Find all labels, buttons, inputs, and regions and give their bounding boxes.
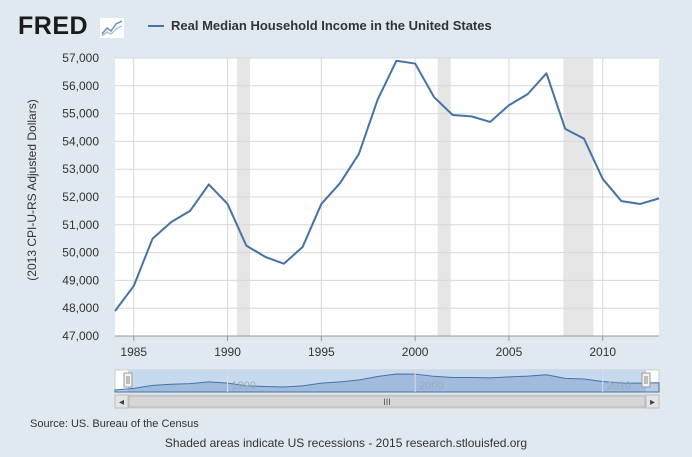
data-point[interactable] [488,119,493,124]
y-tick-label: 47,000 [62,329,99,343]
data-point[interactable] [413,61,418,66]
data-point[interactable] [600,176,605,181]
legend-line-swatch [148,24,164,27]
data-point[interactable] [300,245,305,250]
y-tick-label: 53,000 [62,162,99,176]
data-point[interactable] [563,126,568,131]
navigator-tick-label: 2010 [607,380,631,392]
data-point[interactable] [263,254,268,259]
data-point[interactable] [206,182,211,187]
data-point[interactable] [506,103,511,108]
navigator-right-handle[interactable] [641,372,651,388]
data-point[interactable] [338,181,343,186]
scrollbar-grip-icon: III [383,397,391,407]
axis-layer: 47,000 48,000 49,000 50,000 51,000 52,000 53,0… [62,51,659,359]
navigator-series-area [114,373,660,393]
navigator-tick-label: 1990 [232,380,256,392]
data-point[interactable] [619,199,624,204]
data-point[interactable] [394,58,399,63]
data-point[interactable] [375,97,380,102]
data-point[interactable] [281,261,286,266]
series-layer[interactable] [113,58,662,313]
y-tick-label: 54,000 [62,134,99,148]
data-point[interactable] [225,201,230,206]
data-point[interactable] [131,283,136,288]
x-tick-label: 1995 [308,345,335,359]
y-tick-label: 51,000 [62,218,99,232]
fred-logo: FRED [18,12,89,40]
data-point[interactable] [169,220,174,225]
source-note: Source: US. Bureau of the Census [30,418,199,430]
navigator[interactable]: 1990 2000 2010 [114,369,660,393]
y-tick-label: 56,000 [62,79,99,93]
navigator-left-handle[interactable] [123,372,133,388]
data-point[interactable] [581,136,586,141]
x-tick-label: 2005 [496,345,523,359]
y-tick-label: 52,000 [62,190,99,204]
data-point[interactable] [319,201,324,206]
data-point[interactable] [450,112,455,117]
y-tick-label: 48,000 [62,301,99,315]
data-point[interactable] [544,71,549,76]
data-point[interactable] [188,208,193,213]
fred-chart-icon [100,18,124,38]
scroll-right-button[interactable] [645,394,660,409]
navigator-tick-label: 2000 [419,380,443,392]
legend-label: Real Median Household Income in the Unit… [171,18,492,33]
data-point[interactable] [356,151,361,156]
data-point[interactable] [638,201,643,206]
x-tick-label: 2000 [402,345,429,359]
x-tick-label: 2010 [589,345,616,359]
y-tick-label: 50,000 [62,246,99,260]
x-tick-label: 1985 [120,345,147,359]
data-point[interactable] [525,92,530,97]
scroll-left-arrow-icon: ◂ [119,397,124,408]
data-point[interactable] [431,94,436,99]
x-tick-label: 1990 [214,345,241,359]
scroll-left-button[interactable] [114,394,129,409]
data-point[interactable] [469,114,474,119]
scrollbar[interactable]: III ◂ ▸ [114,394,660,409]
data-point[interactable] [150,236,155,241]
scroll-right-arrow-icon: ▸ [650,397,655,408]
recession-footnote: Shaded areas indicate US recessions - 20… [164,436,528,450]
y-tick-label: 57,000 [62,51,99,65]
y-tick-label: 49,000 [62,273,99,287]
y-axis-label: (2013 CPI-U-RS Adjusted Dollars) [25,99,39,280]
scrollbar-thumb[interactable] [128,395,646,408]
data-point[interactable] [244,243,249,248]
series-line[interactable] [114,59,660,312]
handle-body[interactable] [641,372,651,388]
legend[interactable]: Real Median Household Income in the Unit… [148,18,492,33]
handle-body[interactable] [123,372,133,388]
data-point[interactable] [113,308,118,313]
data-point[interactable] [657,196,662,201]
y-tick-label: 55,000 [62,107,99,121]
